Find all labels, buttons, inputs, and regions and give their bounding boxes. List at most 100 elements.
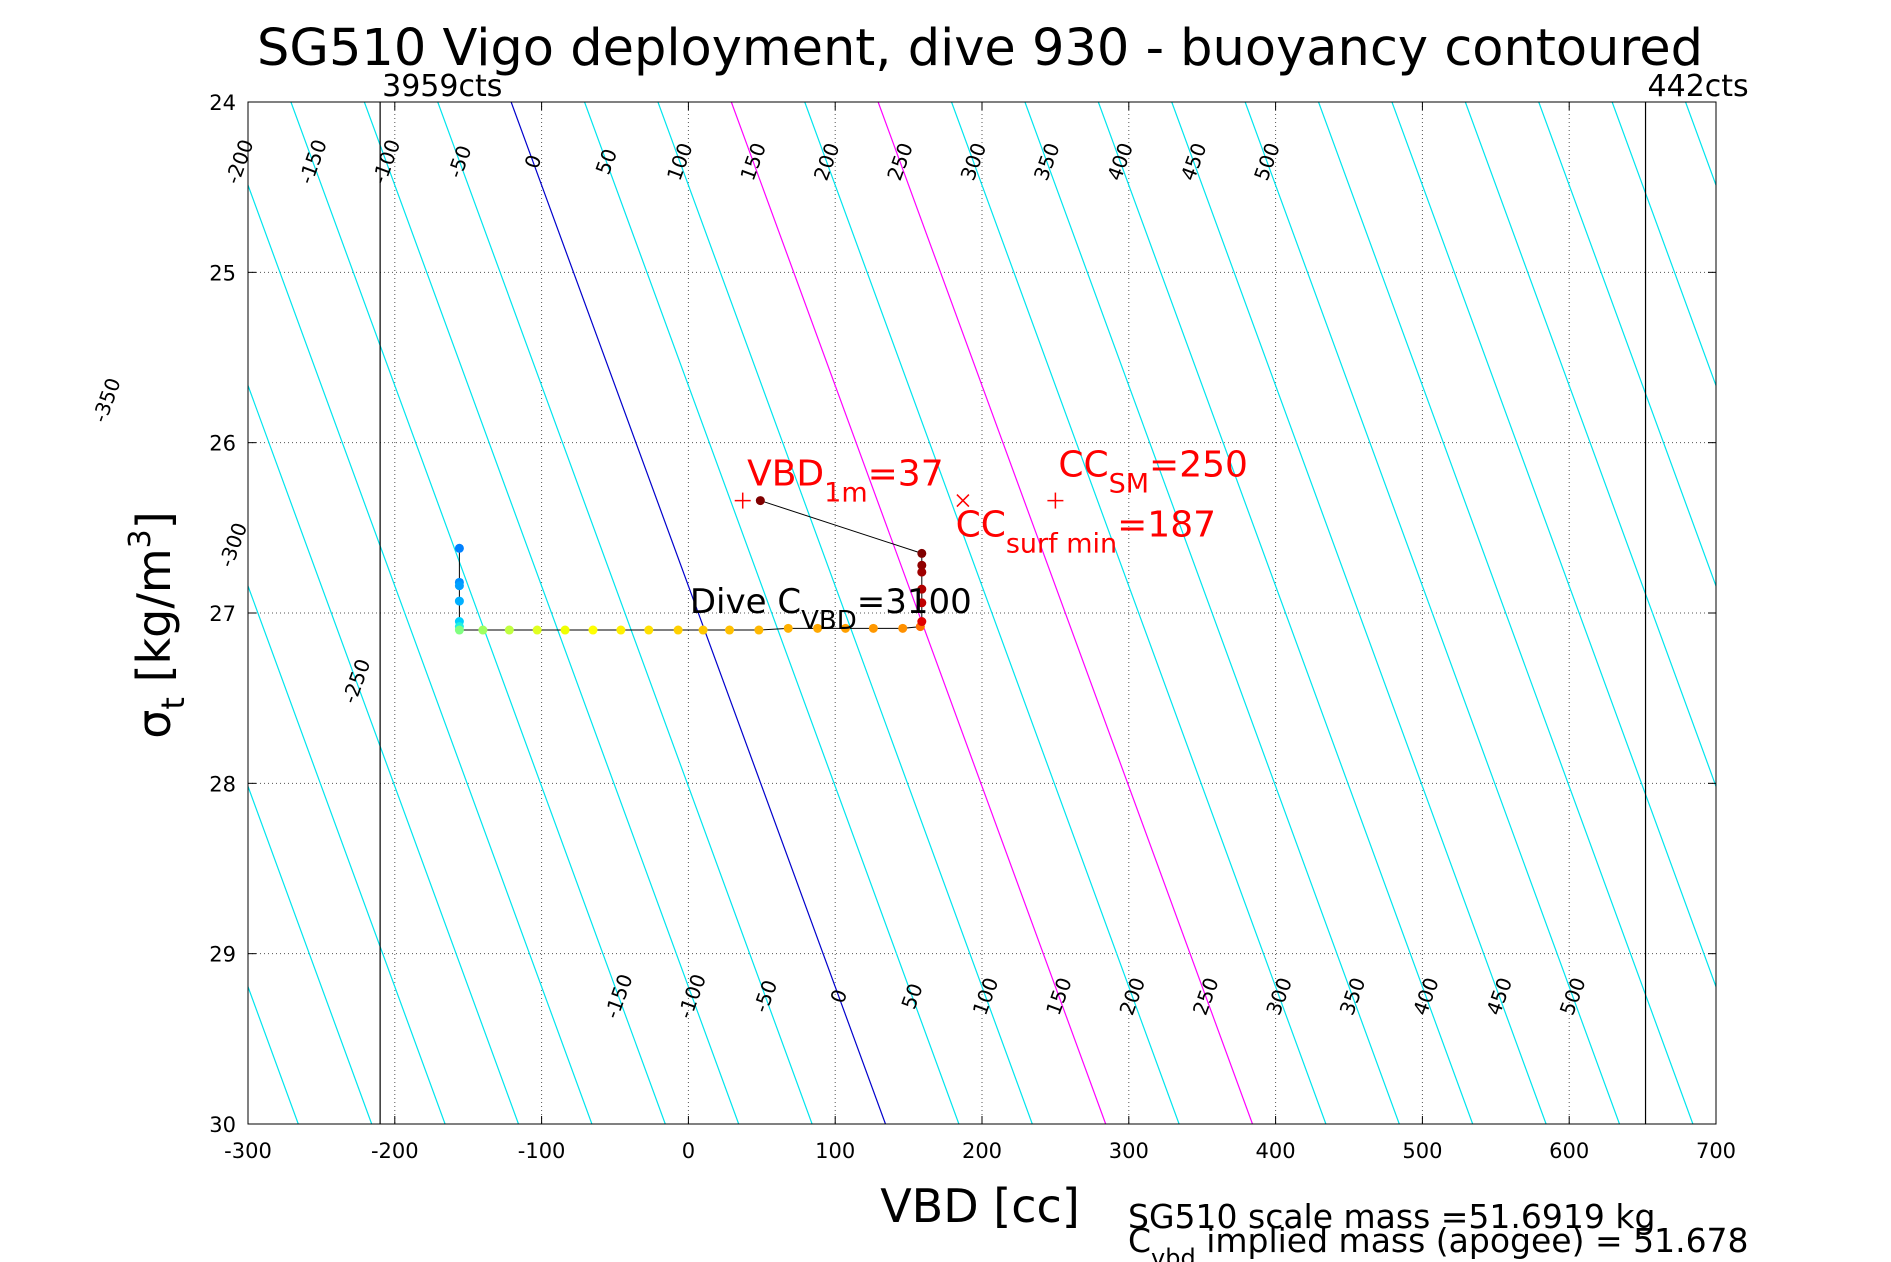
annotation-label: CCsurf min=187 [956,504,1216,559]
dive-track-point [532,625,542,635]
y-axis-label: σt [kg/m3] [123,511,192,738]
contour-label: 150 [735,140,771,184]
dive-track-point [673,625,683,635]
dive-track-point [813,623,823,633]
dive-track-point [478,625,488,635]
dive-track-point [917,584,927,594]
contour-label: 100 [662,140,698,184]
contour-line [248,383,520,1124]
plus-marker [1047,492,1064,509]
contour-line [583,102,960,1124]
x-tick-label: 500 [1402,1139,1442,1163]
dive-track-point [454,581,464,591]
contour-line [804,102,1180,1124]
x-tick-label: 700 [1696,1139,1736,1163]
contour-line [877,102,1254,1124]
contour-label: -300 [214,519,252,570]
x-tick-label: 0 [682,1139,695,1163]
dive-track-point [588,625,598,635]
contour-line [730,102,1107,1124]
contour-label: -50 [748,977,782,1016]
markers [734,492,1064,509]
annotation-label: CCSM=250 [1058,445,1248,500]
contour-label: -350 [87,375,125,426]
x-tick-label: 600 [1549,1139,1589,1163]
contour-line [657,102,1033,1124]
contour-label: 200 [809,140,845,184]
implied-mass-text: Cvbd implied mass (apogee) = 51.678 [1128,1221,1749,1262]
x-marker [956,494,970,508]
contour-line [1097,102,1474,1124]
contour-line [1464,102,1716,789]
contour-line [1611,102,1716,388]
axis-ticks: -300 -200 -100 0 100 200 300 400 500 600 700242526… [209,91,1736,1163]
grid [248,102,1716,1124]
contour-line [248,183,593,1124]
contour-label: -400 [0,238,2,289]
contour-line [248,784,373,1124]
dive-track-point [454,596,464,606]
annotation-label: Dive CVBD=3100 [690,582,972,636]
contour-line [950,102,1327,1124]
contour-line [363,102,740,1124]
contour-line [1391,102,1716,989]
contour-label: 50 [591,146,622,178]
dive-track-point [917,560,927,570]
dive-track-point [917,598,927,608]
contour-line [0,102,225,1124]
contour-label: 350 [1029,140,1065,184]
y-tick-label: 27 [209,602,236,626]
contour-label: 350 [1335,974,1371,1018]
y-tick-label: 26 [209,432,236,456]
contour-line [1024,102,1400,1124]
contour-label: 150 [1041,974,1077,1018]
contour-label: 400 [1102,140,1138,184]
vbd-1m-line [760,500,922,554]
dive-track-point [560,625,570,635]
contour-label: 300 [1261,974,1297,1018]
dive-track-point [755,496,765,506]
y-tick-label: 24 [209,91,236,115]
dive-track-point [868,623,878,633]
contour-label: -50 [443,142,477,181]
x-axis-label: VBD [cc] [880,1179,1080,1233]
dive-track-point [454,625,464,635]
contour-label: 450 [1481,974,1517,1018]
contour-label: 500 [1555,974,1591,1018]
contour-line [1244,102,1621,1124]
contour-label: 250 [1188,974,1224,1018]
contour-label: -100 [673,971,711,1022]
dive-track [454,496,927,635]
contour-label: -100 [367,136,405,187]
contour-label: -150 [599,971,637,1022]
contour-label: -150 [294,136,332,187]
y-tick-label: 25 [209,261,236,285]
y-tick-label: 29 [209,943,236,967]
buoyancy-contours [0,102,1716,1124]
contour-label: -200 [220,136,258,187]
vbd-limit-label: 3959cts [382,69,502,104]
plus-marker [734,492,751,509]
vbd-limit-lines: 3959cts 442cts [379,69,1749,1124]
dive-track-point [454,543,464,553]
y-tick-label: 30 [209,1113,236,1137]
dive-track-point [504,625,514,635]
contour-line [290,102,666,1124]
contour-line [1538,102,1716,588]
contour-label: -250 [337,656,375,707]
dive-track-point [917,617,927,627]
contour-label: 0 [825,986,852,1006]
x-tick-label: -300 [224,1139,272,1163]
dive-track-point [917,567,927,577]
dive-track-point [783,623,793,633]
x-tick-label: -200 [371,1139,419,1163]
dive-track-point [644,625,654,635]
contour-label: 50 [896,980,927,1012]
dive-track-point [754,625,764,635]
annotation-label: VBD1m=37 [747,453,944,508]
vbd-limit-label: 442cts [1648,69,1749,104]
contour-label: 450 [1176,140,1212,184]
x-tick-label: 100 [815,1139,855,1163]
contour-line [1171,102,1547,1124]
